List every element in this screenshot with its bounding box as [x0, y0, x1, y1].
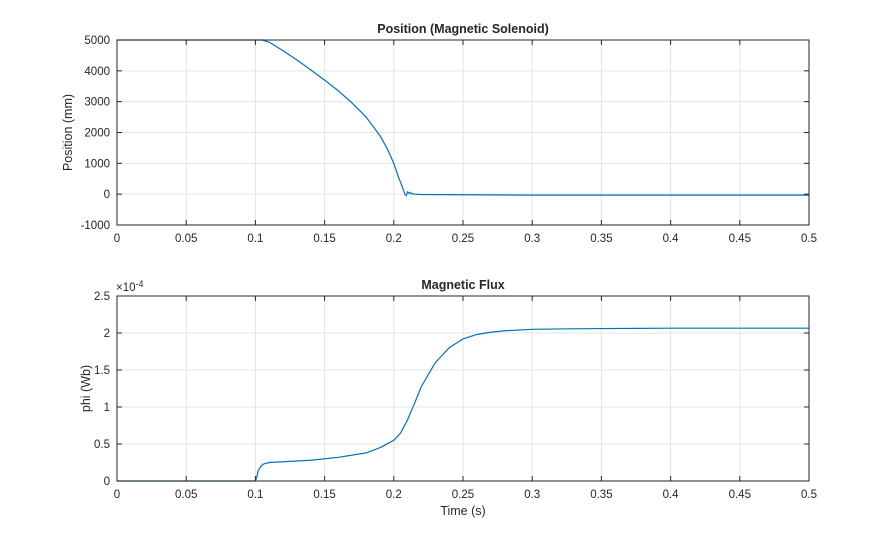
flux-y-exponent: -4	[136, 279, 144, 289]
position-y-tick-label: 4000	[84, 66, 110, 78]
flux-x-tick-label: 0.45	[729, 489, 751, 501]
flux-x-tick-label: 0.25	[452, 489, 474, 501]
flux-y-axis-label: phi (Wb)	[79, 365, 93, 412]
position-y-tick-label: 0	[104, 189, 110, 201]
position-y-tick-label: -1000	[81, 220, 110, 232]
flux-x-tick-label: 0.5	[801, 489, 817, 501]
position-y-tick-label: 3000	[84, 97, 110, 109]
position-y-tick-label: 1000	[84, 158, 110, 170]
flux-x-tick-label: 0.15	[313, 489, 335, 501]
flux-x-tick-label: 0.4	[663, 489, 680, 501]
flux-y-tick-label: 2.5	[94, 291, 110, 303]
flux-y-tick-label: 0	[104, 476, 110, 488]
position-chart-title: Position (Magnetic Solenoid)	[377, 22, 549, 36]
position-x-tick-label: 0.2	[386, 233, 402, 245]
flux-y-tick-label: 1	[104, 402, 110, 414]
position-y-tick-label: 5000	[84, 35, 110, 47]
flux-y-tick-label: 0.5	[94, 439, 110, 451]
flux-x-tick-label: 0.05	[175, 489, 197, 501]
flux-x-tick-label: 0	[114, 489, 120, 501]
flux-series-line	[117, 327, 809, 482]
position-x-tick-label: 0.3	[524, 233, 540, 245]
position-x-tick-label: 0.25	[452, 233, 474, 245]
position-x-tick-label: 0.15	[313, 233, 335, 245]
position-x-tick-label: 0.1	[247, 233, 263, 245]
position-axes: 0 0.05 0.1 0.15 0.2 0.25 0.3 0.35 0.4 0.45 0.5 5000…	[61, 22, 817, 245]
flux-chart-title: Magnetic Flux	[421, 278, 504, 292]
position-y-tick-label: 2000	[84, 128, 110, 140]
position-x-tick-label: 0.4	[663, 233, 680, 245]
flux-x-tick-label: 0.2	[386, 489, 402, 501]
position-x-tick-label: 0.35	[590, 233, 612, 245]
position-series-line	[117, 39, 809, 197]
position-x-tick-label: 0.45	[729, 233, 751, 245]
position-x-tick-label: 0.05	[175, 233, 197, 245]
flux-y-multiplier: ×10	[116, 282, 136, 294]
flux-axes: 0 0.05 0.1 0.15 0.2 0.25 0.3 0.35 0.4 0.45 0.5 2.5 2…	[79, 278, 817, 518]
flux-y-tick-label: 1.5	[94, 365, 110, 377]
position-x-tick-label: 0	[114, 233, 120, 245]
flux-y-tick-label: 2	[104, 328, 110, 340]
flux-y-exponent-label: ×10-4	[116, 279, 144, 294]
position-x-tick-label: 0.5	[801, 233, 817, 245]
flux-x-tick-label: 0.3	[524, 489, 540, 501]
flux-x-tick-label: 0.1	[247, 489, 263, 501]
position-y-axis-label: Position (mm)	[61, 94, 75, 171]
flux-x-tick-label: 0.35	[590, 489, 612, 501]
flux-x-axis-label: Time (s)	[440, 504, 485, 518]
